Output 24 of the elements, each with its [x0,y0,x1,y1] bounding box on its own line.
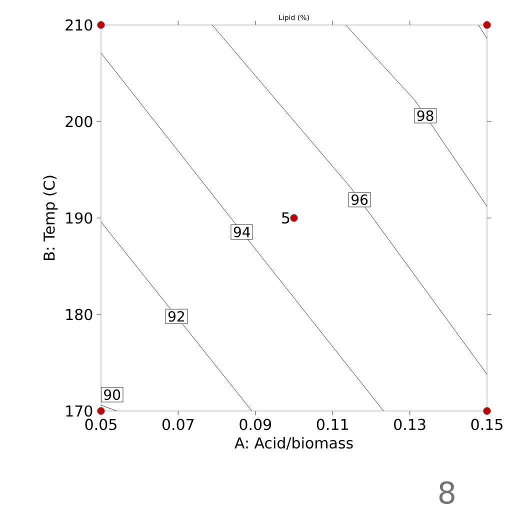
point [97,21,105,29]
text: 8 [439,481,454,504]
x-tick-label: 0.05 [85,418,116,430]
y-tick-label: 190 [66,212,92,224]
y-tick-label: 210 [66,19,92,31]
x-tick-label: 0.07 [162,418,194,430]
x-tick-label: 0.09 [240,418,272,430]
point [483,407,491,415]
x-tick-label: 0.13 [394,418,426,430]
point [97,407,105,415]
point [290,214,298,222]
point [483,21,491,29]
series-label: 96 [352,194,368,205]
x-tick-label: 0.15 [471,418,502,430]
y-tick-label: 170 [66,405,92,417]
y-tick-label: 200 [66,116,92,128]
x-axis-title: A: Acid/biomass [234,437,353,450]
y-axis-title: B: Temp (C) [43,176,58,260]
series-label: 90 [104,389,120,400]
annotation: 5 [282,212,290,224]
x-tick-label: 0.11 [316,418,348,430]
series-label: 98 [417,110,434,121]
series-label: 92 [168,311,184,322]
y-tick-label: 180 [66,308,92,320]
